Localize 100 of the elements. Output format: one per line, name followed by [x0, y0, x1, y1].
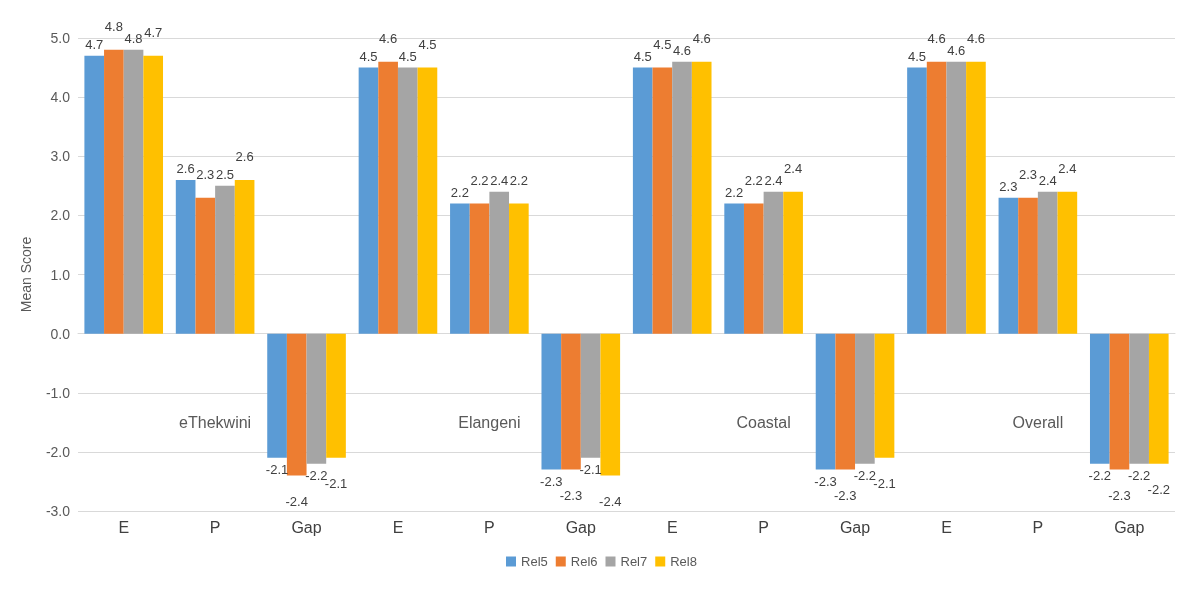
data-label: -2.2	[853, 467, 877, 483]
bar	[652, 67, 673, 334]
data-label: 2.3	[196, 166, 215, 182]
y-tick-label: 4.0	[50, 89, 71, 106]
bar	[509, 203, 529, 334]
bar	[998, 197, 1019, 334]
annotation: Coastal	[736, 413, 791, 431]
y-tick-label: 3.0	[50, 148, 71, 165]
legend-label: Rel5	[521, 554, 548, 569]
legend-label: Rel8	[670, 554, 697, 569]
data-label: 4.6	[947, 42, 966, 58]
data-label: 2.4	[1038, 172, 1057, 188]
bar	[815, 333, 836, 470]
bar	[358, 67, 379, 334]
x-tick-label: Gap	[291, 518, 322, 536]
y-tick-label: -2.0	[45, 443, 71, 460]
bar	[672, 61, 692, 334]
bar	[84, 55, 105, 334]
annotation: Elangeni	[458, 413, 521, 431]
data-label: 2.4	[490, 172, 509, 188]
data-label: 2.2	[509, 172, 528, 188]
x-tick-label: E	[392, 518, 404, 536]
bar	[215, 185, 235, 334]
data-label: 4.7	[85, 36, 104, 52]
x-tick-label: Gap	[565, 518, 597, 536]
x-tick-label: P	[209, 518, 221, 536]
data-label: -2.3	[814, 473, 837, 489]
x-tick-label: E	[941, 518, 952, 536]
bar	[469, 203, 490, 334]
data-label: 4.5	[907, 48, 927, 64]
x-tick-label: E	[666, 518, 678, 536]
data-label: 2.2	[450, 184, 469, 200]
data-label: 2.6	[235, 148, 254, 164]
data-label: 4.7	[144, 24, 163, 40]
data-label: 2.4	[784, 160, 803, 176]
data-label: -2.3	[1108, 487, 1131, 503]
bar	[1148, 333, 1169, 464]
bar	[1109, 333, 1130, 470]
bar	[966, 61, 986, 334]
legend-label: Rel7	[620, 554, 648, 569]
bar	[489, 191, 510, 334]
y-tick-label: 1.0	[50, 266, 71, 283]
bar	[1129, 333, 1149, 464]
data-label: 4.5	[418, 36, 437, 52]
x-tick-label: P	[1032, 518, 1044, 536]
bar	[580, 333, 601, 458]
data-label: 2.3	[1019, 166, 1038, 182]
data-label: -2.4	[285, 493, 308, 509]
bar	[123, 49, 144, 334]
bar	[632, 67, 653, 334]
data-label: 2.4	[764, 172, 783, 188]
y-tick-label: -1.0	[45, 384, 71, 401]
data-label: 2.5	[215, 166, 234, 182]
legend-label: Rel6	[570, 554, 598, 569]
bar	[175, 179, 196, 334]
y-axis-title: Mean Score	[18, 236, 34, 313]
x-tick-label: P	[758, 518, 769, 536]
y-tick-label: 2.0	[50, 207, 71, 224]
bar	[397, 67, 418, 334]
data-label: 4.5	[633, 48, 652, 64]
bar	[450, 203, 470, 334]
bar	[541, 333, 562, 470]
data-label: 2.2	[744, 172, 763, 188]
data-label: 2.2	[725, 184, 744, 200]
bar	[1037, 191, 1058, 334]
x-tick-label: Gap	[839, 518, 871, 536]
data-label: 4.6	[379, 30, 398, 46]
data-label: -2.2	[1127, 467, 1151, 483]
y-tick-label: -3.0	[45, 503, 71, 519]
bar	[326, 333, 346, 458]
data-label: 4.6	[966, 30, 985, 46]
bar	[783, 191, 803, 334]
bar	[724, 203, 744, 334]
data-label: 4.5	[398, 48, 417, 64]
data-label: 4.5	[359, 48, 378, 64]
bar	[600, 333, 621, 476]
bar	[234, 179, 255, 334]
data-label: 4.5	[653, 36, 672, 52]
bar	[561, 333, 581, 470]
data-label: 4.8	[104, 18, 123, 34]
x-tick-label: P	[484, 518, 495, 536]
annotation: Overall	[1012, 413, 1064, 431]
data-label: 4.8	[124, 30, 143, 46]
bar	[874, 333, 895, 458]
data-label: -2.2	[1147, 481, 1170, 497]
bar	[907, 67, 927, 334]
bar	[143, 55, 164, 334]
annotation: eThekwini	[179, 413, 252, 431]
bar	[1018, 197, 1038, 334]
bar	[743, 203, 764, 334]
x-tick-label: Gap	[1114, 518, 1145, 536]
bar	[306, 333, 327, 464]
bar	[763, 191, 784, 334]
bar	[926, 61, 947, 334]
data-label: 2.6	[176, 160, 195, 176]
data-label: -2.3	[834, 487, 857, 503]
data-label: 4.6	[673, 42, 692, 58]
bar	[855, 333, 875, 464]
data-label: -2.4	[599, 493, 622, 509]
data-label: 2.4	[1058, 160, 1077, 176]
